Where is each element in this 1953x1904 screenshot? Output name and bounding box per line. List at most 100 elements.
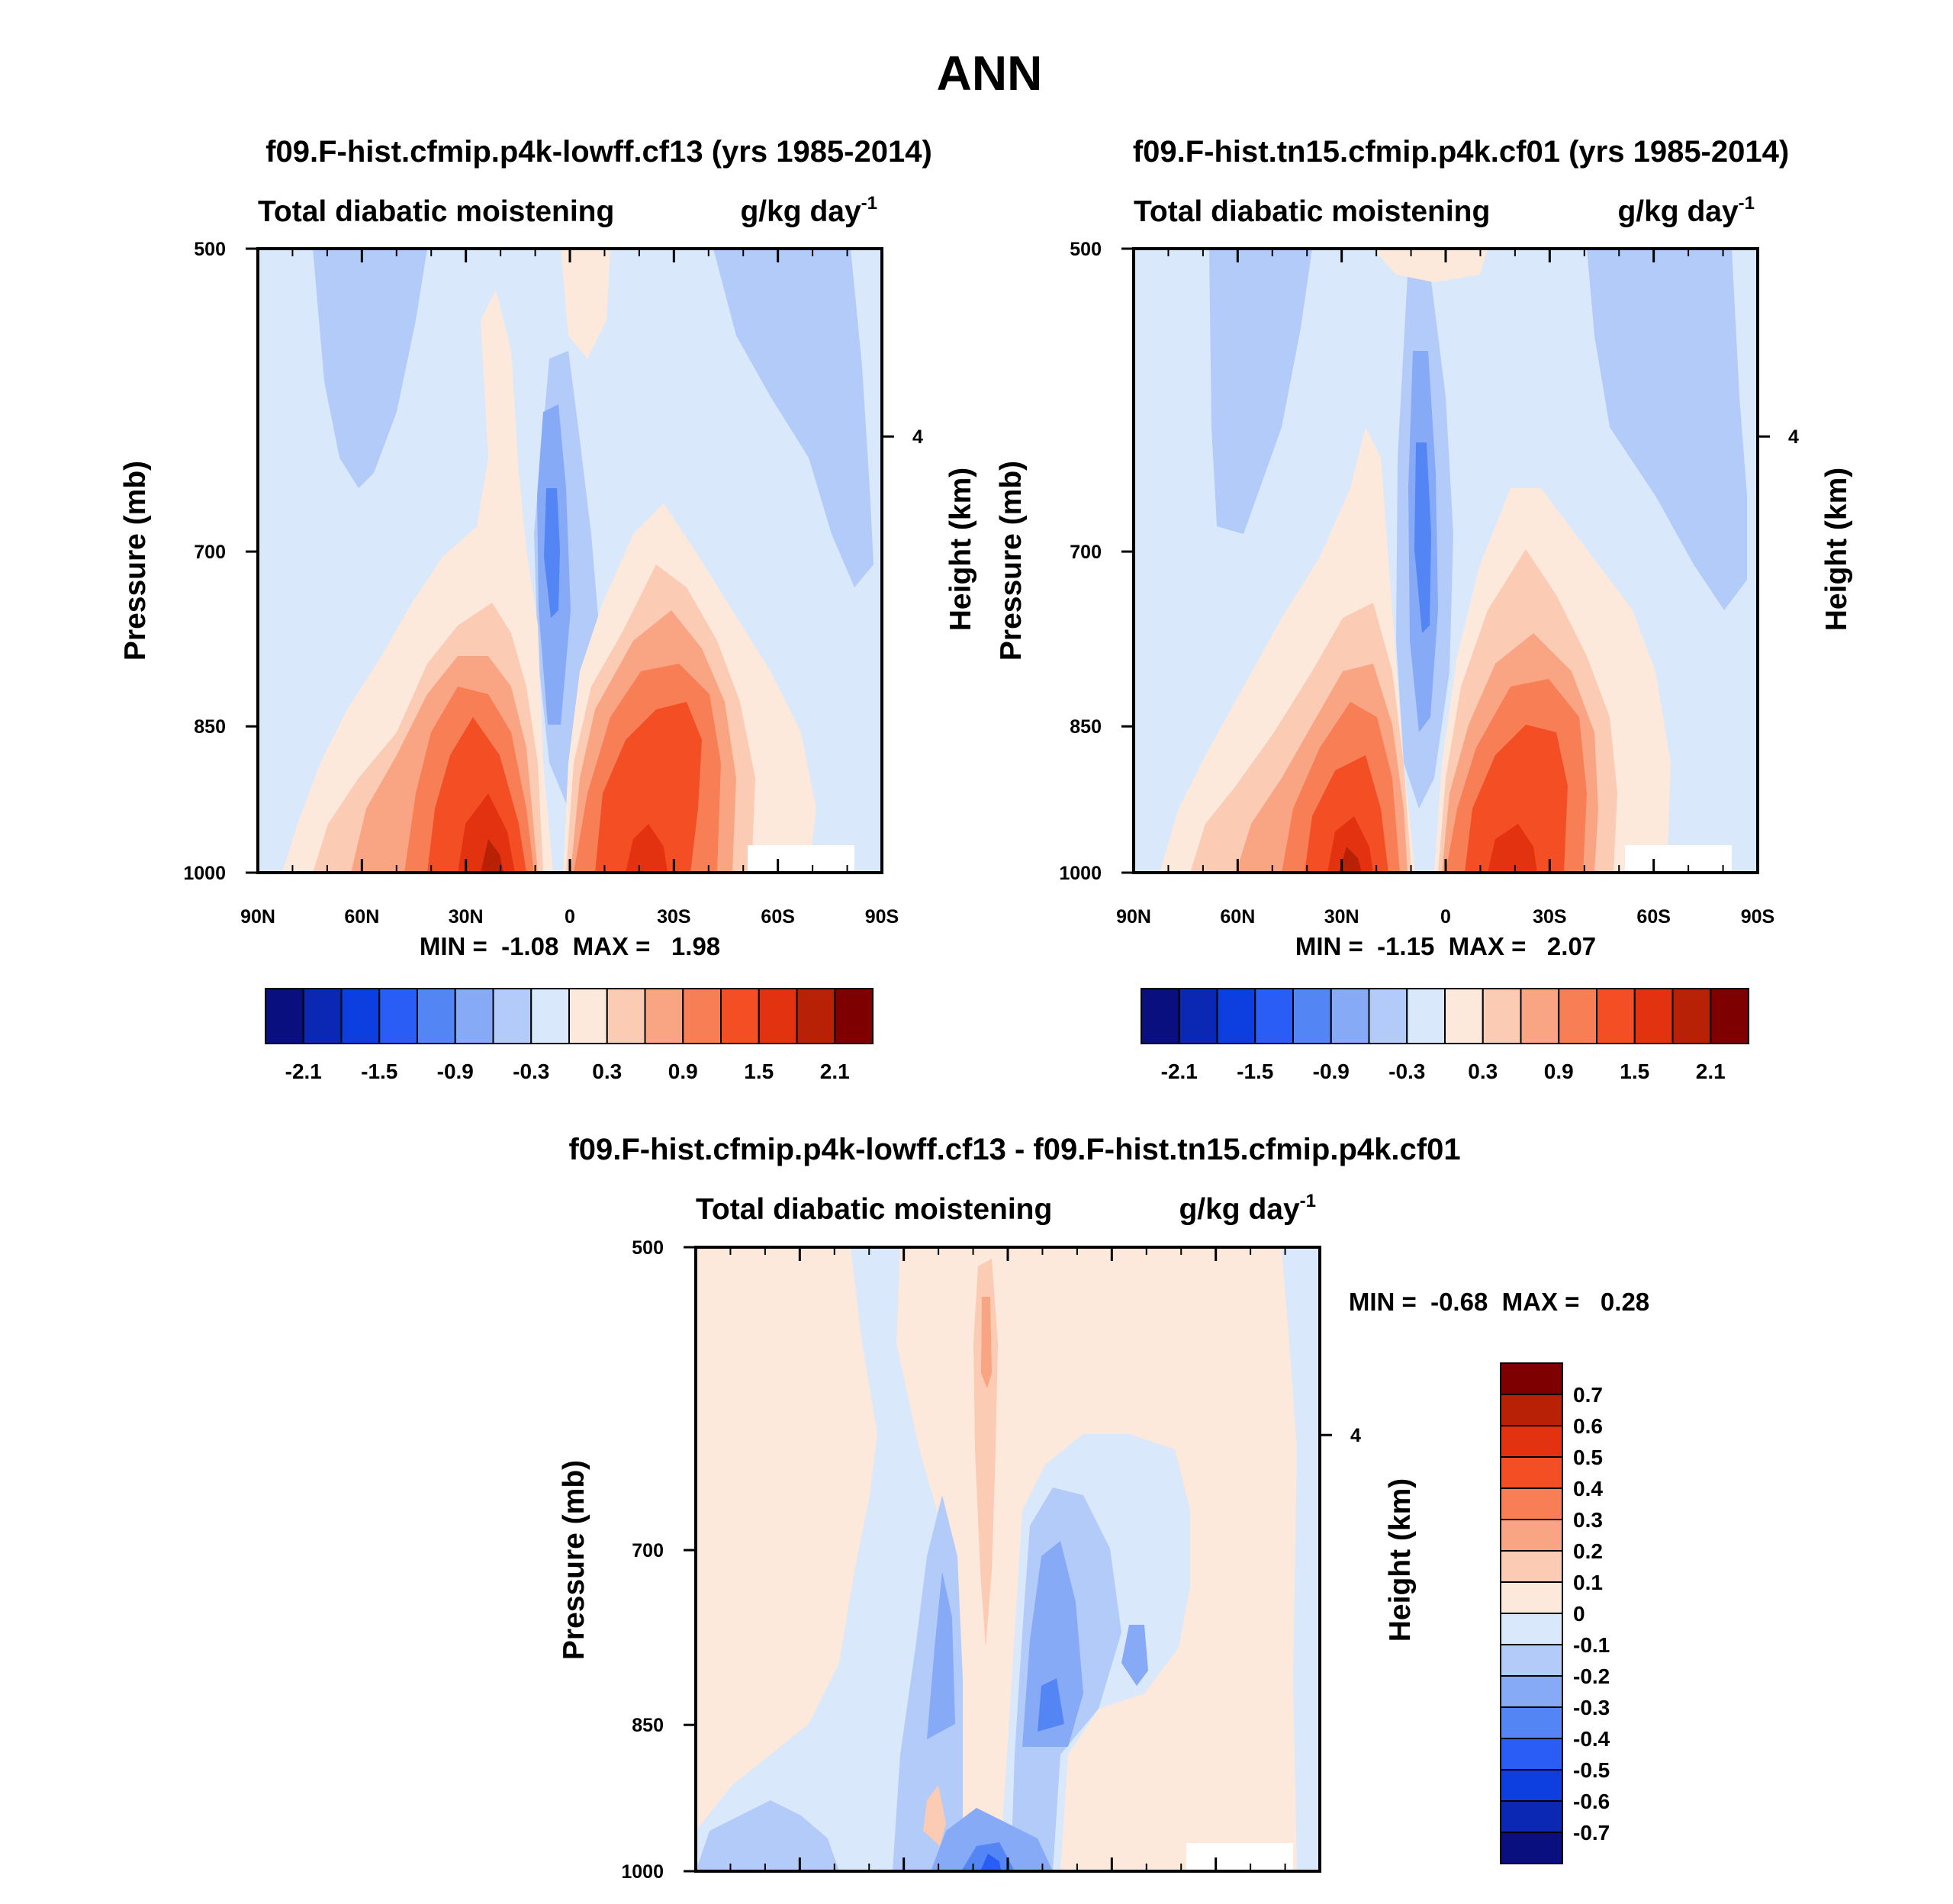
contour-warm7-a	[1339, 847, 1362, 873]
contour-pos-bump	[1125, 1693, 1228, 1793]
y2-axis-label: Height (km)	[1384, 1478, 1417, 1642]
contour-pos-low	[923, 1785, 946, 1846]
colorbar-label: -2.1	[285, 1060, 322, 1083]
contour-warm1-c	[1373, 249, 1488, 282]
panel-title: f09.F-hist.cfmip.p4k-lowff.cf13 (yrs 198…	[265, 135, 932, 169]
missing-data-patch	[748, 845, 854, 873]
x-tick-label: 90S	[1741, 906, 1774, 928]
colorbar-label: 0.5	[1573, 1446, 1603, 1469]
contour-neg3-a	[927, 1571, 955, 1739]
colorbar-swatch	[1500, 1425, 1563, 1458]
stats-label: MIN = -1.15 MAX = 2.07	[1295, 932, 1596, 960]
contour-neg1-c	[1282, 1247, 1320, 1871]
colorbar: -2.1 -1.5 -0.9 -0.3 0.3 0.9 1.5 2.1	[1141, 988, 1749, 1083]
colorbar-swatch	[1500, 1675, 1563, 1708]
contour-warm1-c	[561, 249, 610, 359]
colorbar-swatch	[1444, 988, 1484, 1044]
y-tick-label: 850	[632, 1715, 664, 1736]
x-tick-label: 90N	[1116, 906, 1151, 928]
colorbar: -2.1 -1.5 -0.9 -0.3 0.3 0.9 1.5 2.1	[265, 988, 874, 1083]
panel-left-label: Total diabatic moistening	[1134, 195, 1490, 228]
colorbar-swatch	[454, 988, 494, 1044]
colorbar-swatch	[340, 988, 381, 1044]
colorbar-swatch	[378, 988, 418, 1044]
colorbar-label: 0.9	[1544, 1060, 1574, 1083]
contour-neg3-c	[1121, 1625, 1148, 1686]
x-tick-label: 30N	[449, 906, 484, 928]
y-tick-label: 700	[194, 542, 226, 563]
colorbar-swatch	[1500, 1832, 1563, 1864]
colorbar-swatch	[758, 988, 798, 1044]
colorbar-label: 2.1	[1696, 1060, 1726, 1083]
colorbar-swatch	[417, 988, 456, 1044]
colorbar-swatch	[302, 988, 343, 1044]
colorbar-swatch	[1633, 988, 1674, 1044]
stats-label: MIN = -0.68 MAX = 0.28	[1349, 1288, 1649, 1316]
colorbar-swatch	[682, 988, 722, 1044]
contour-blue-sh	[1587, 249, 1747, 610]
colorbar-label: 0.3	[592, 1060, 622, 1083]
contour-field	[258, 249, 882, 873]
contour-warm5-b	[1465, 725, 1568, 873]
colorbar-swatch	[1500, 1644, 1563, 1677]
colorbar-swatch	[1216, 988, 1256, 1044]
axes: 90N 60N 30N 0 30S 60S 90S 500 700 850 1000 4	[1059, 239, 1799, 928]
panel-title: f09.F-hist.tn15.cfmip.p4k.cf01 (yrs 1985…	[1133, 135, 1789, 169]
colorbar-swatch	[530, 988, 570, 1044]
x-tick-label: 30N	[1324, 906, 1359, 928]
colorbar-label: 0.4	[1573, 1477, 1603, 1500]
y-tick-label: 850	[1070, 716, 1102, 738]
x-tick-label: 30S	[1533, 906, 1566, 928]
y-tick-label: 500	[1070, 239, 1102, 260]
y-tick-label: 700	[632, 1540, 664, 1561]
colorbar-label: -0.7	[1573, 1821, 1610, 1844]
colorbar-swatch	[1500, 1519, 1563, 1552]
colorbar-label: 0.7	[1573, 1383, 1603, 1407]
colorbar-swatch	[1500, 1550, 1563, 1583]
contour-blue-sh	[713, 249, 874, 587]
x-tick-label: 0	[1440, 906, 1451, 928]
contour-blue-nh	[1209, 249, 1312, 534]
colorbar-swatch	[1500, 1581, 1563, 1614]
colorbar-label: -1.5	[1237, 1060, 1273, 1083]
contour-blue-eq3	[1414, 442, 1431, 633]
colorbar-swatch	[492, 988, 532, 1044]
contour-neg2-c	[696, 1800, 839, 1871]
colorbar-swatch	[1368, 988, 1408, 1044]
y-tick-label: 500	[194, 239, 226, 260]
y2-tick-label: 4	[1788, 426, 1799, 448]
contour-warm6-a	[1327, 816, 1373, 873]
panel-units: g/kg day-1	[1179, 1191, 1316, 1226]
panel-units: g/kg day-1	[1617, 193, 1755, 228]
x-tick-label: 90N	[240, 906, 275, 928]
contour-blue-nh	[313, 249, 427, 488]
contour-warm7-a	[481, 839, 504, 873]
colorbar-swatch	[1500, 1456, 1563, 1489]
contour-neg4-a	[1038, 1678, 1064, 1732]
colorbar-label: -0.5	[1573, 1758, 1610, 1782]
x-tick-label: 90S	[865, 906, 899, 928]
colorbar-swatch	[1500, 1394, 1563, 1426]
panel-units: g/kg day-1	[740, 193, 877, 228]
colorbar-label: 0	[1573, 1602, 1585, 1626]
x-tick-label: 60S	[1636, 906, 1670, 928]
colorbar-swatch	[1500, 1613, 1563, 1645]
colorbar-swatch	[1292, 988, 1332, 1044]
colorbar-swatch	[1520, 988, 1560, 1044]
panel-title: f09.F-hist.cfmip.p4k-lowff.cf13 - f09.F-…	[568, 1133, 1460, 1166]
contour-neg1-a	[696, 1247, 957, 1871]
colorbar-swatch	[796, 988, 836, 1044]
colorbar-label: -0.3	[513, 1060, 549, 1083]
panel-left-label: Total diabatic moistening	[696, 1193, 1052, 1226]
panel-bottom: f09.F-hist.cfmip.p4k-lowff.cf13 - f09.F-…	[558, 1133, 1649, 1883]
colorbar-label: -0.9	[437, 1060, 474, 1083]
x-tick-label: 60N	[344, 906, 379, 928]
y-tick-label: 1000	[1059, 863, 1102, 884]
colorbar-swatch	[568, 988, 608, 1044]
contour-neg3-b	[1022, 1541, 1083, 1747]
colorbar-swatch	[1254, 988, 1294, 1044]
contour-blue-eq3	[544, 488, 560, 618]
colorbar-label: 1.5	[744, 1060, 774, 1083]
x-tick-label: 60N	[1220, 906, 1255, 928]
